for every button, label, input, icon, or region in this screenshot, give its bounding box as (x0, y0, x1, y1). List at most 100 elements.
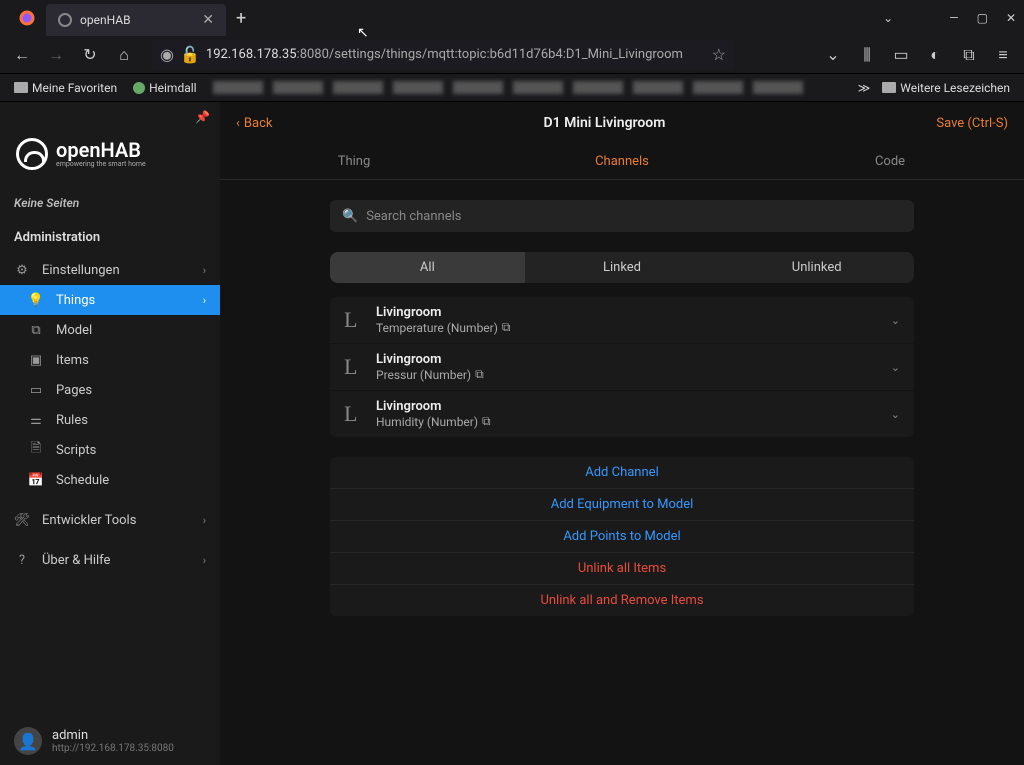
channel-row[interactable]: L Livingroom Temperature (Number)⧉ ⌄ (330, 297, 914, 344)
sidebar-item-label: Schedule (56, 473, 109, 488)
browser-titlebar: openHAB ✕ + ⌄ — ▢ ✕ (0, 0, 1024, 36)
cube-icon: ▣ (28, 352, 44, 368)
bookmark-bar: Meine Favoriten Heimdall ≫ Weitere Lesez… (0, 74, 1024, 102)
sidebar-item-label: Scripts (56, 443, 96, 458)
sidebar-item-label: Pages (56, 383, 92, 398)
bookmark-more[interactable]: Weitere Lesezeichen (876, 79, 1016, 97)
tab-close-icon[interactable]: ✕ (202, 12, 214, 28)
sidebar-item-label: Items (56, 353, 89, 368)
tab-favicon (58, 13, 72, 27)
bookmark-blurred[interactable] (453, 81, 503, 94)
chevron-down-icon: ⌄ (891, 314, 900, 327)
sidebar-item-things[interactable]: 💡 Things › (0, 285, 220, 315)
add-points-button[interactable]: Add Points to Model (330, 520, 914, 552)
user-url: http://192.168.178.35:8080 (52, 743, 174, 754)
unlink-remove-button[interactable]: Unlink all and Remove Items (330, 584, 914, 616)
bookmark-favorites[interactable]: Meine Favoriten (8, 79, 123, 97)
bookmark-blurred[interactable] (633, 81, 683, 94)
bookmark-blurred[interactable] (573, 81, 623, 94)
sidebar-item-label: Rules (56, 413, 88, 428)
window-minimize-icon[interactable]: — (949, 11, 958, 25)
channel-letter: L (344, 307, 368, 333)
sidebar-admin-header: Administration (0, 220, 220, 255)
sidebar-item-scripts[interactable]: 🗎 Scripts (0, 435, 220, 465)
copy-icon[interactable]: ⧉ (482, 414, 491, 429)
copy-icon[interactable]: ⧉ (502, 320, 511, 335)
bookmark-blurred[interactable] (513, 81, 563, 94)
sidebar-item-items[interactable]: ▣ Items (0, 345, 220, 375)
window-close-icon[interactable]: ✕ (1006, 11, 1016, 25)
page-title: D1 Mini Livingroom (272, 115, 936, 131)
tab-thing[interactable]: Thing (220, 144, 488, 179)
sidebar-item-label: Model (56, 323, 92, 338)
chevron-down-icon: ⌄ (891, 361, 900, 374)
nav-home-button[interactable]: ⌂ (110, 41, 138, 69)
search-placeholder: Search channels (366, 209, 461, 224)
unlink-all-button[interactable]: Unlink all Items (330, 552, 914, 584)
action-list: Add Channel Add Equipment to Model Add P… (330, 457, 914, 616)
sidebar-item-developer[interactable]: 🛠 Entwickler Tools › (0, 505, 220, 535)
filter-unlinked[interactable]: Unlinked (719, 252, 914, 283)
channel-subtitle: Temperature (Number)⧉ (376, 320, 891, 335)
tab-dropdown-icon[interactable]: ⌄ (883, 11, 893, 25)
url-bar[interactable]: ◉ 🔓 192.168.178.35:8080/settings/things/… (152, 40, 734, 70)
menu-icon[interactable]: ≡ (990, 42, 1016, 68)
sidebar-footer[interactable]: 👤 admin http://192.168.178.35:8080 (0, 717, 220, 765)
pin-icon[interactable]: 📌 (195, 110, 210, 124)
bookmark-star-icon[interactable]: ☆ (712, 45, 726, 64)
tab-channels[interactable]: Channels (488, 144, 756, 179)
tab-code[interactable]: Code (756, 144, 1024, 179)
search-input[interactable]: 🔍 Search channels (330, 200, 914, 232)
sidebar-item-help[interactable]: ? Über & Hilfe › (0, 545, 220, 575)
filter-linked[interactable]: Linked (525, 252, 720, 283)
sidebar-item-settings[interactable]: ⚙ Einstellungen › (0, 255, 220, 285)
bookmark-blurred[interactable] (753, 81, 803, 94)
add-equipment-button[interactable]: Add Equipment to Model (330, 488, 914, 520)
shield-icon[interactable]: ◉ (160, 45, 174, 64)
document-icon: 🗎 (28, 442, 44, 458)
library-icon[interactable]: ⫼ (854, 42, 880, 68)
chevron-down-icon: ⌄ (891, 408, 900, 421)
sidebar-item-model[interactable]: ⧉ Model (0, 315, 220, 345)
display-icon: ▭ (28, 382, 44, 398)
save-button[interactable]: Save (Ctrl-S) (936, 116, 1008, 131)
add-channel-button[interactable]: Add Channel (330, 457, 914, 488)
nav-forward-button[interactable]: → (42, 41, 70, 69)
lock-insecure-icon[interactable]: 🔓 (180, 45, 200, 64)
nav-back-button[interactable]: ← (8, 41, 36, 69)
bookmark-blurred[interactable] (333, 81, 383, 94)
openhab-logo-icon (16, 138, 48, 170)
sidebar-item-rules[interactable]: ⚌ Rules (0, 405, 220, 435)
bookmark-blurred[interactable] (393, 81, 443, 94)
bookmark-blurred[interactable] (693, 81, 743, 94)
logo[interactable]: openHAB empowering the smart home (0, 132, 220, 186)
copy-icon[interactable]: ⧉ (475, 367, 484, 382)
account-icon[interactable]: ◐ (922, 42, 948, 68)
bookmark-blurred[interactable] (213, 81, 263, 94)
reader-icon[interactable]: ▭ (888, 42, 914, 68)
channel-row[interactable]: L Livingroom Humidity (Number)⧉ ⌄ (330, 391, 914, 437)
calendar-icon: 📅 (28, 472, 44, 488)
browser-toolbar: ← → ↻ ⌂ ◉ 🔓 192.168.178.35:8080/settings… (0, 36, 1024, 74)
window-maximize-icon[interactable]: ▢ (977, 11, 988, 25)
nav-reload-button[interactable]: ↻ (76, 41, 104, 69)
gear-icon: ⚙ (14, 262, 30, 278)
logo-text: openHAB (56, 140, 146, 160)
page-topbar: ‹Back D1 Mini Livingroom Save (Ctrl-S) (220, 102, 1024, 144)
new-tab-button[interactable]: + (236, 8, 246, 29)
sidebar-item-schedule[interactable]: 📅 Schedule (0, 465, 220, 495)
bookmark-blurred[interactable] (273, 81, 323, 94)
sidebar-item-pages[interactable]: ▭ Pages (0, 375, 220, 405)
browser-tab[interactable]: openHAB ✕ (46, 4, 226, 36)
channel-row[interactable]: L Livingroom Pressur (Number)⧉ ⌄ (330, 344, 914, 391)
bookmark-heimdall[interactable]: Heimdall (127, 79, 203, 97)
avatar-icon: 👤 (14, 727, 42, 755)
filter-all[interactable]: All (330, 252, 525, 283)
bookmark-overflow-icon[interactable]: ≫ (858, 81, 871, 95)
firefox-icon (18, 9, 36, 27)
question-icon: ? (14, 552, 30, 568)
back-button[interactable]: ‹Back (236, 116, 272, 131)
sidebar: 📌 openHAB empowering the smart home Kein… (0, 102, 220, 765)
extension-icon[interactable]: ⧉ (956, 42, 982, 68)
pocket-icon[interactable]: ⌄ (820, 42, 846, 68)
